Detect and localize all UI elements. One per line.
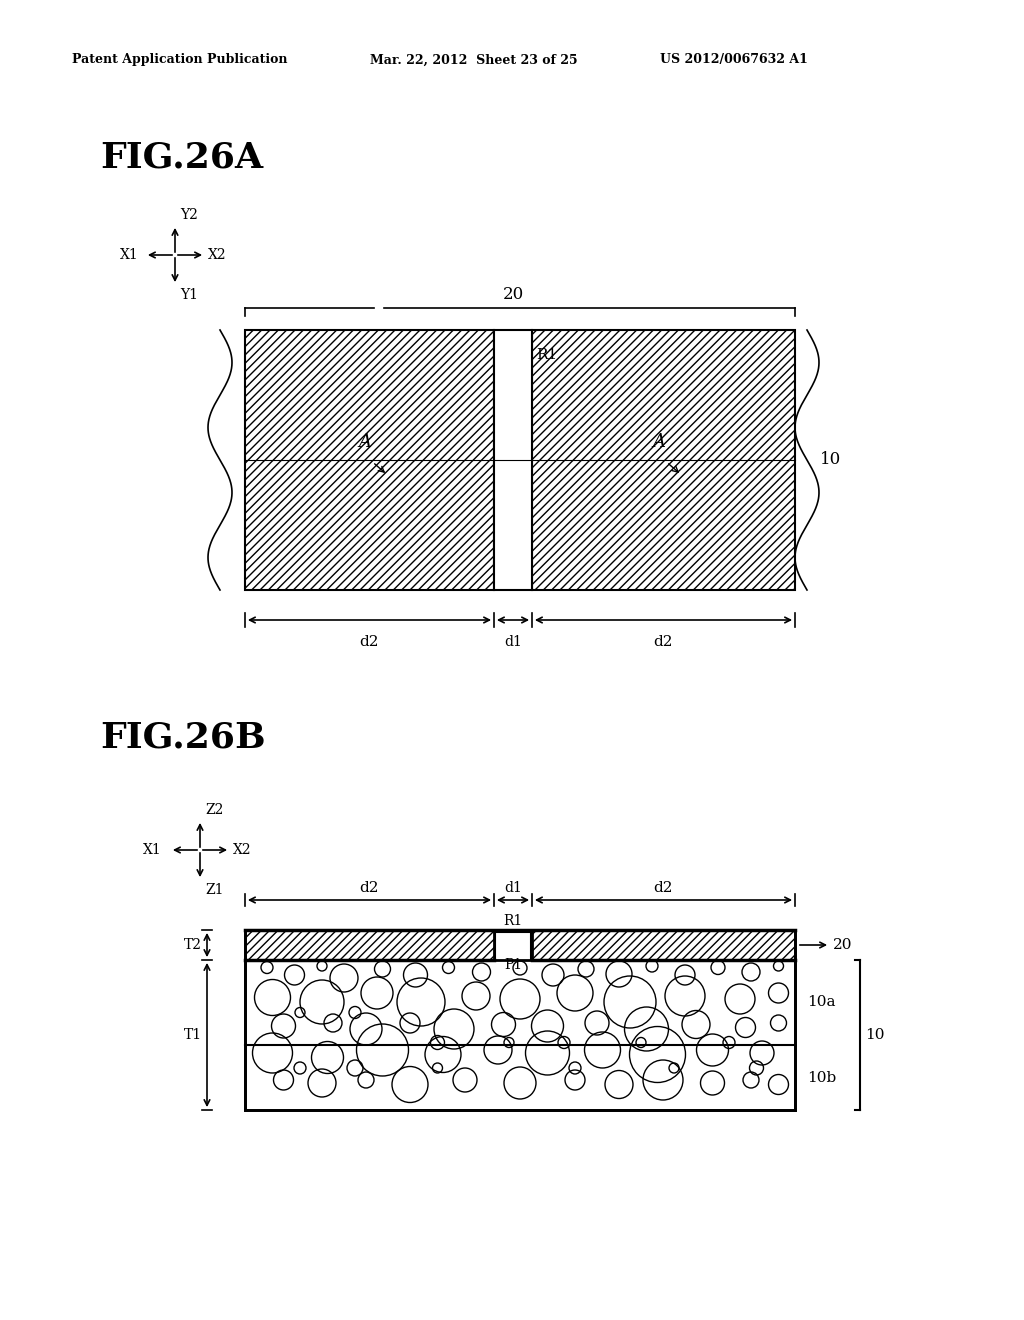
Text: X1: X1 — [120, 248, 138, 261]
Text: Patent Application Publication: Patent Application Publication — [72, 54, 288, 66]
Bar — [532, 931, 795, 960]
Text: d1: d1 — [504, 880, 522, 895]
Text: X2: X2 — [233, 843, 252, 857]
Text: 10a: 10a — [807, 995, 836, 1010]
Text: d2: d2 — [653, 880, 673, 895]
Text: T1: T1 — [184, 1028, 202, 1041]
Text: 20: 20 — [833, 939, 853, 952]
Text: 10: 10 — [820, 451, 842, 469]
Text: A: A — [652, 433, 665, 451]
Bar — [245, 330, 494, 590]
Text: R1: R1 — [536, 348, 557, 362]
Bar — [532, 330, 795, 590]
Text: 20: 20 — [503, 286, 523, 304]
Text: d2: d2 — [359, 635, 379, 649]
Text: X1: X1 — [143, 843, 162, 857]
Text: d1: d1 — [504, 635, 522, 649]
Text: T2: T2 — [184, 939, 202, 952]
Text: Z2: Z2 — [205, 803, 223, 817]
Text: 10: 10 — [865, 1028, 885, 1041]
Text: d2: d2 — [653, 635, 673, 649]
Text: FIG.26A: FIG.26A — [100, 140, 263, 174]
Text: Z1: Z1 — [205, 883, 223, 898]
Bar — [495, 932, 531, 998]
Text: US 2012/0067632 A1: US 2012/0067632 A1 — [660, 54, 808, 66]
Text: Y1: Y1 — [180, 288, 198, 302]
Bar — [494, 330, 532, 590]
Text: 10b: 10b — [807, 1071, 837, 1085]
Text: X2: X2 — [208, 248, 226, 261]
Text: Y2: Y2 — [180, 209, 198, 222]
Text: A: A — [358, 433, 371, 451]
Text: d2: d2 — [359, 880, 379, 895]
Text: FIG.26B: FIG.26B — [100, 719, 265, 754]
Text: R1: R1 — [504, 913, 522, 928]
Bar — [245, 960, 795, 1110]
Text: Mar. 22, 2012  Sheet 23 of 25: Mar. 22, 2012 Sheet 23 of 25 — [370, 54, 578, 66]
Bar — [245, 931, 494, 960]
Text: P1: P1 — [504, 958, 522, 972]
